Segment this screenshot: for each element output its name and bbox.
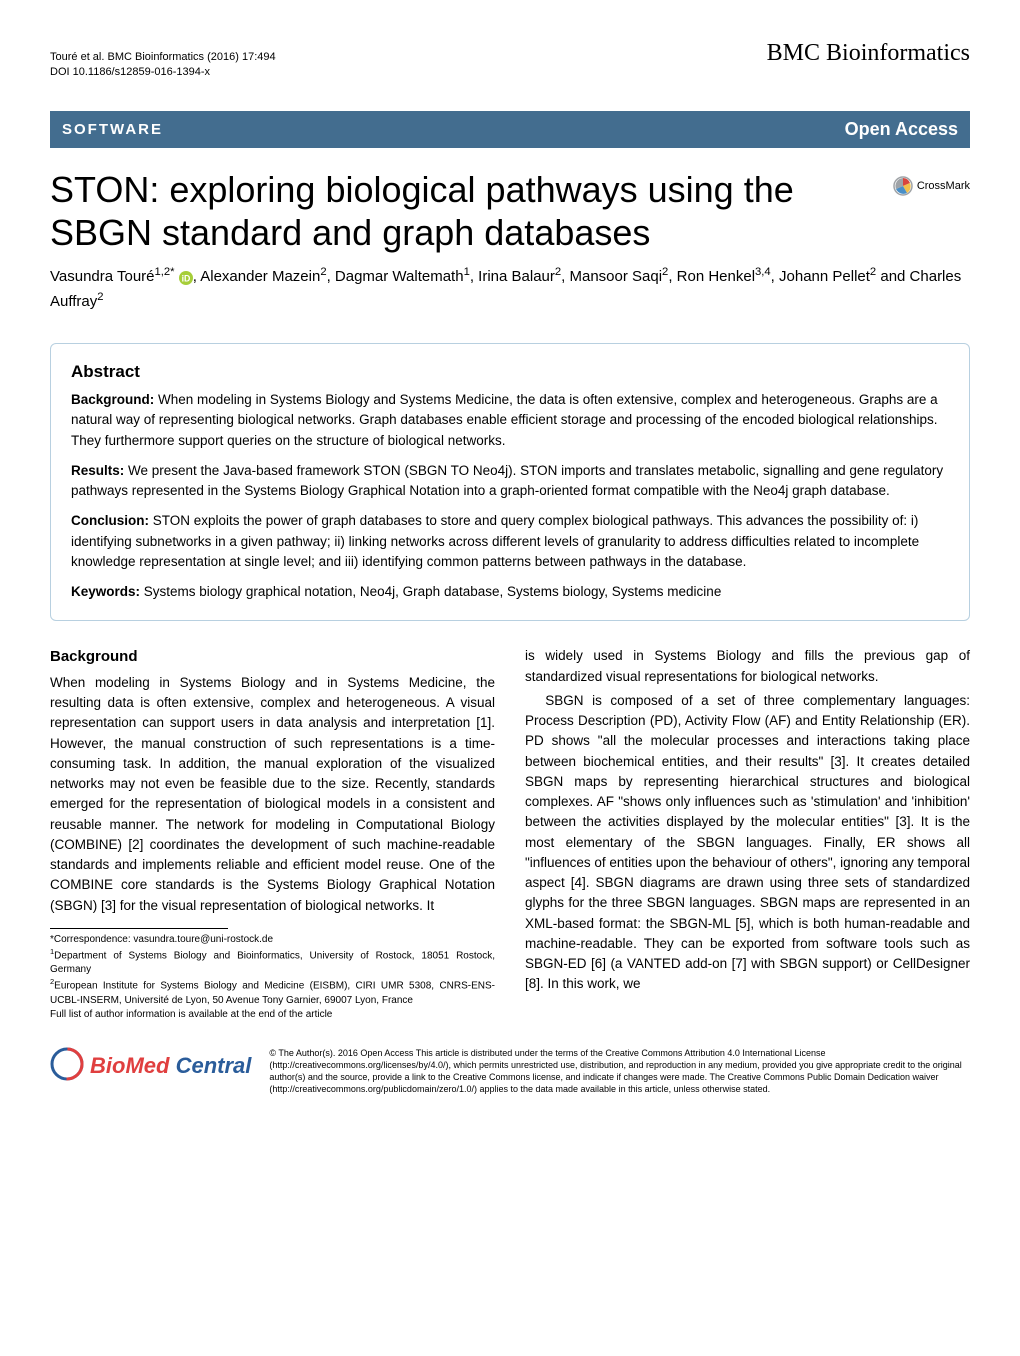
license-text: © The Author(s). 2016 Open Access This a… (269, 1047, 970, 1096)
article-category: SOFTWARE (62, 121, 163, 138)
body-paragraph: SBGN is composed of a set of three compl… (525, 691, 970, 995)
body-paragraph: When modeling in Systems Biology and in … (50, 673, 495, 916)
bmc-central-text: Central (169, 1053, 251, 1078)
category-banner: SOFTWARE Open Access (50, 111, 970, 148)
full-author-list-note: Full list of author information is avail… (50, 1008, 495, 1022)
affiliation-1: 1Department of Systems Biology and Bioin… (50, 947, 495, 977)
abstract-results-text: We present the Java-based framework STON… (71, 463, 943, 498)
title-row: STON: exploring biological pathways usin… (50, 168, 970, 254)
keywords-label: Keywords: (71, 584, 140, 599)
bmc-bio-text: BioMed (90, 1053, 169, 1078)
orcid-icon: iD (179, 270, 193, 284)
author-list: Vasundra Touré1,2* iD, Alexander Mazein2… (50, 264, 970, 313)
correspondence: *Correspondence: vasundra.toure@uni-rost… (50, 933, 495, 947)
svg-text:iD: iD (181, 274, 190, 284)
citation-block: Touré et al. BMC Bioinformatics (2016) 1… (50, 50, 276, 81)
right-column: is widely used in Systems Biology and fi… (525, 646, 970, 1021)
abstract-conclusion-text: STON exploits the power of graph databas… (71, 513, 919, 569)
footnotes: *Correspondence: vasundra.toure@uni-rost… (50, 933, 495, 1022)
crossmark-label: CrossMark (917, 180, 970, 192)
abstract-results-label: Results: (71, 463, 124, 478)
crossmark-badge[interactable]: CrossMark (893, 176, 970, 196)
affiliation-2: 2European Institute for Systems Biology … (50, 977, 495, 1007)
open-access-label: Open Access (845, 119, 958, 140)
page-header: Touré et al. BMC Bioinformatics (2016) 1… (50, 40, 970, 81)
abstract-keywords: Keywords: Systems biology graphical nota… (71, 582, 949, 602)
journal-name: BMC Bioinformatics (767, 40, 970, 67)
abstract-background: Background: When modeling in Systems Bio… (71, 390, 949, 451)
abstract-bg-text: When modeling in Systems Biology and Sys… (71, 392, 938, 448)
background-heading: Background (50, 646, 495, 669)
abstract-heading: Abstract (71, 362, 949, 382)
abstract-conclusion-label: Conclusion: (71, 513, 149, 528)
body-columns: Background When modeling in Systems Biol… (50, 646, 970, 1021)
bmc-logo-text: BioMed Central (90, 1053, 251, 1079)
page-footer: BioMed Central © The Author(s). 2016 Ope… (50, 1047, 970, 1096)
keywords-text: Systems biology graphical notation, Neo4… (140, 584, 721, 599)
aff2-text: European Institute for Systems Biology a… (50, 981, 495, 1006)
article-title: STON: exploring biological pathways usin… (50, 168, 893, 254)
abstract-results: Results: We present the Java-based frame… (71, 461, 949, 502)
citation-line: Touré et al. BMC Bioinformatics (2016) 1… (50, 50, 276, 65)
doi-line: DOI 10.1186/s12859-016-1394-x (50, 65, 276, 80)
crossmark-icon (893, 176, 913, 196)
bmc-logo-icon (50, 1047, 84, 1086)
body-paragraph: is widely used in Systems Biology and fi… (525, 646, 970, 687)
left-column: Background When modeling in Systems Biol… (50, 646, 495, 1021)
aff1-text: Department of Systems Biology and Bioinf… (50, 950, 495, 975)
abstract-bg-label: Background: (71, 392, 154, 407)
biomed-central-logo: BioMed Central (50, 1047, 251, 1086)
abstract-box: Abstract Background: When modeling in Sy… (50, 343, 970, 621)
abstract-conclusion: Conclusion: STON exploits the power of g… (71, 511, 949, 572)
footnote-divider (50, 928, 228, 929)
